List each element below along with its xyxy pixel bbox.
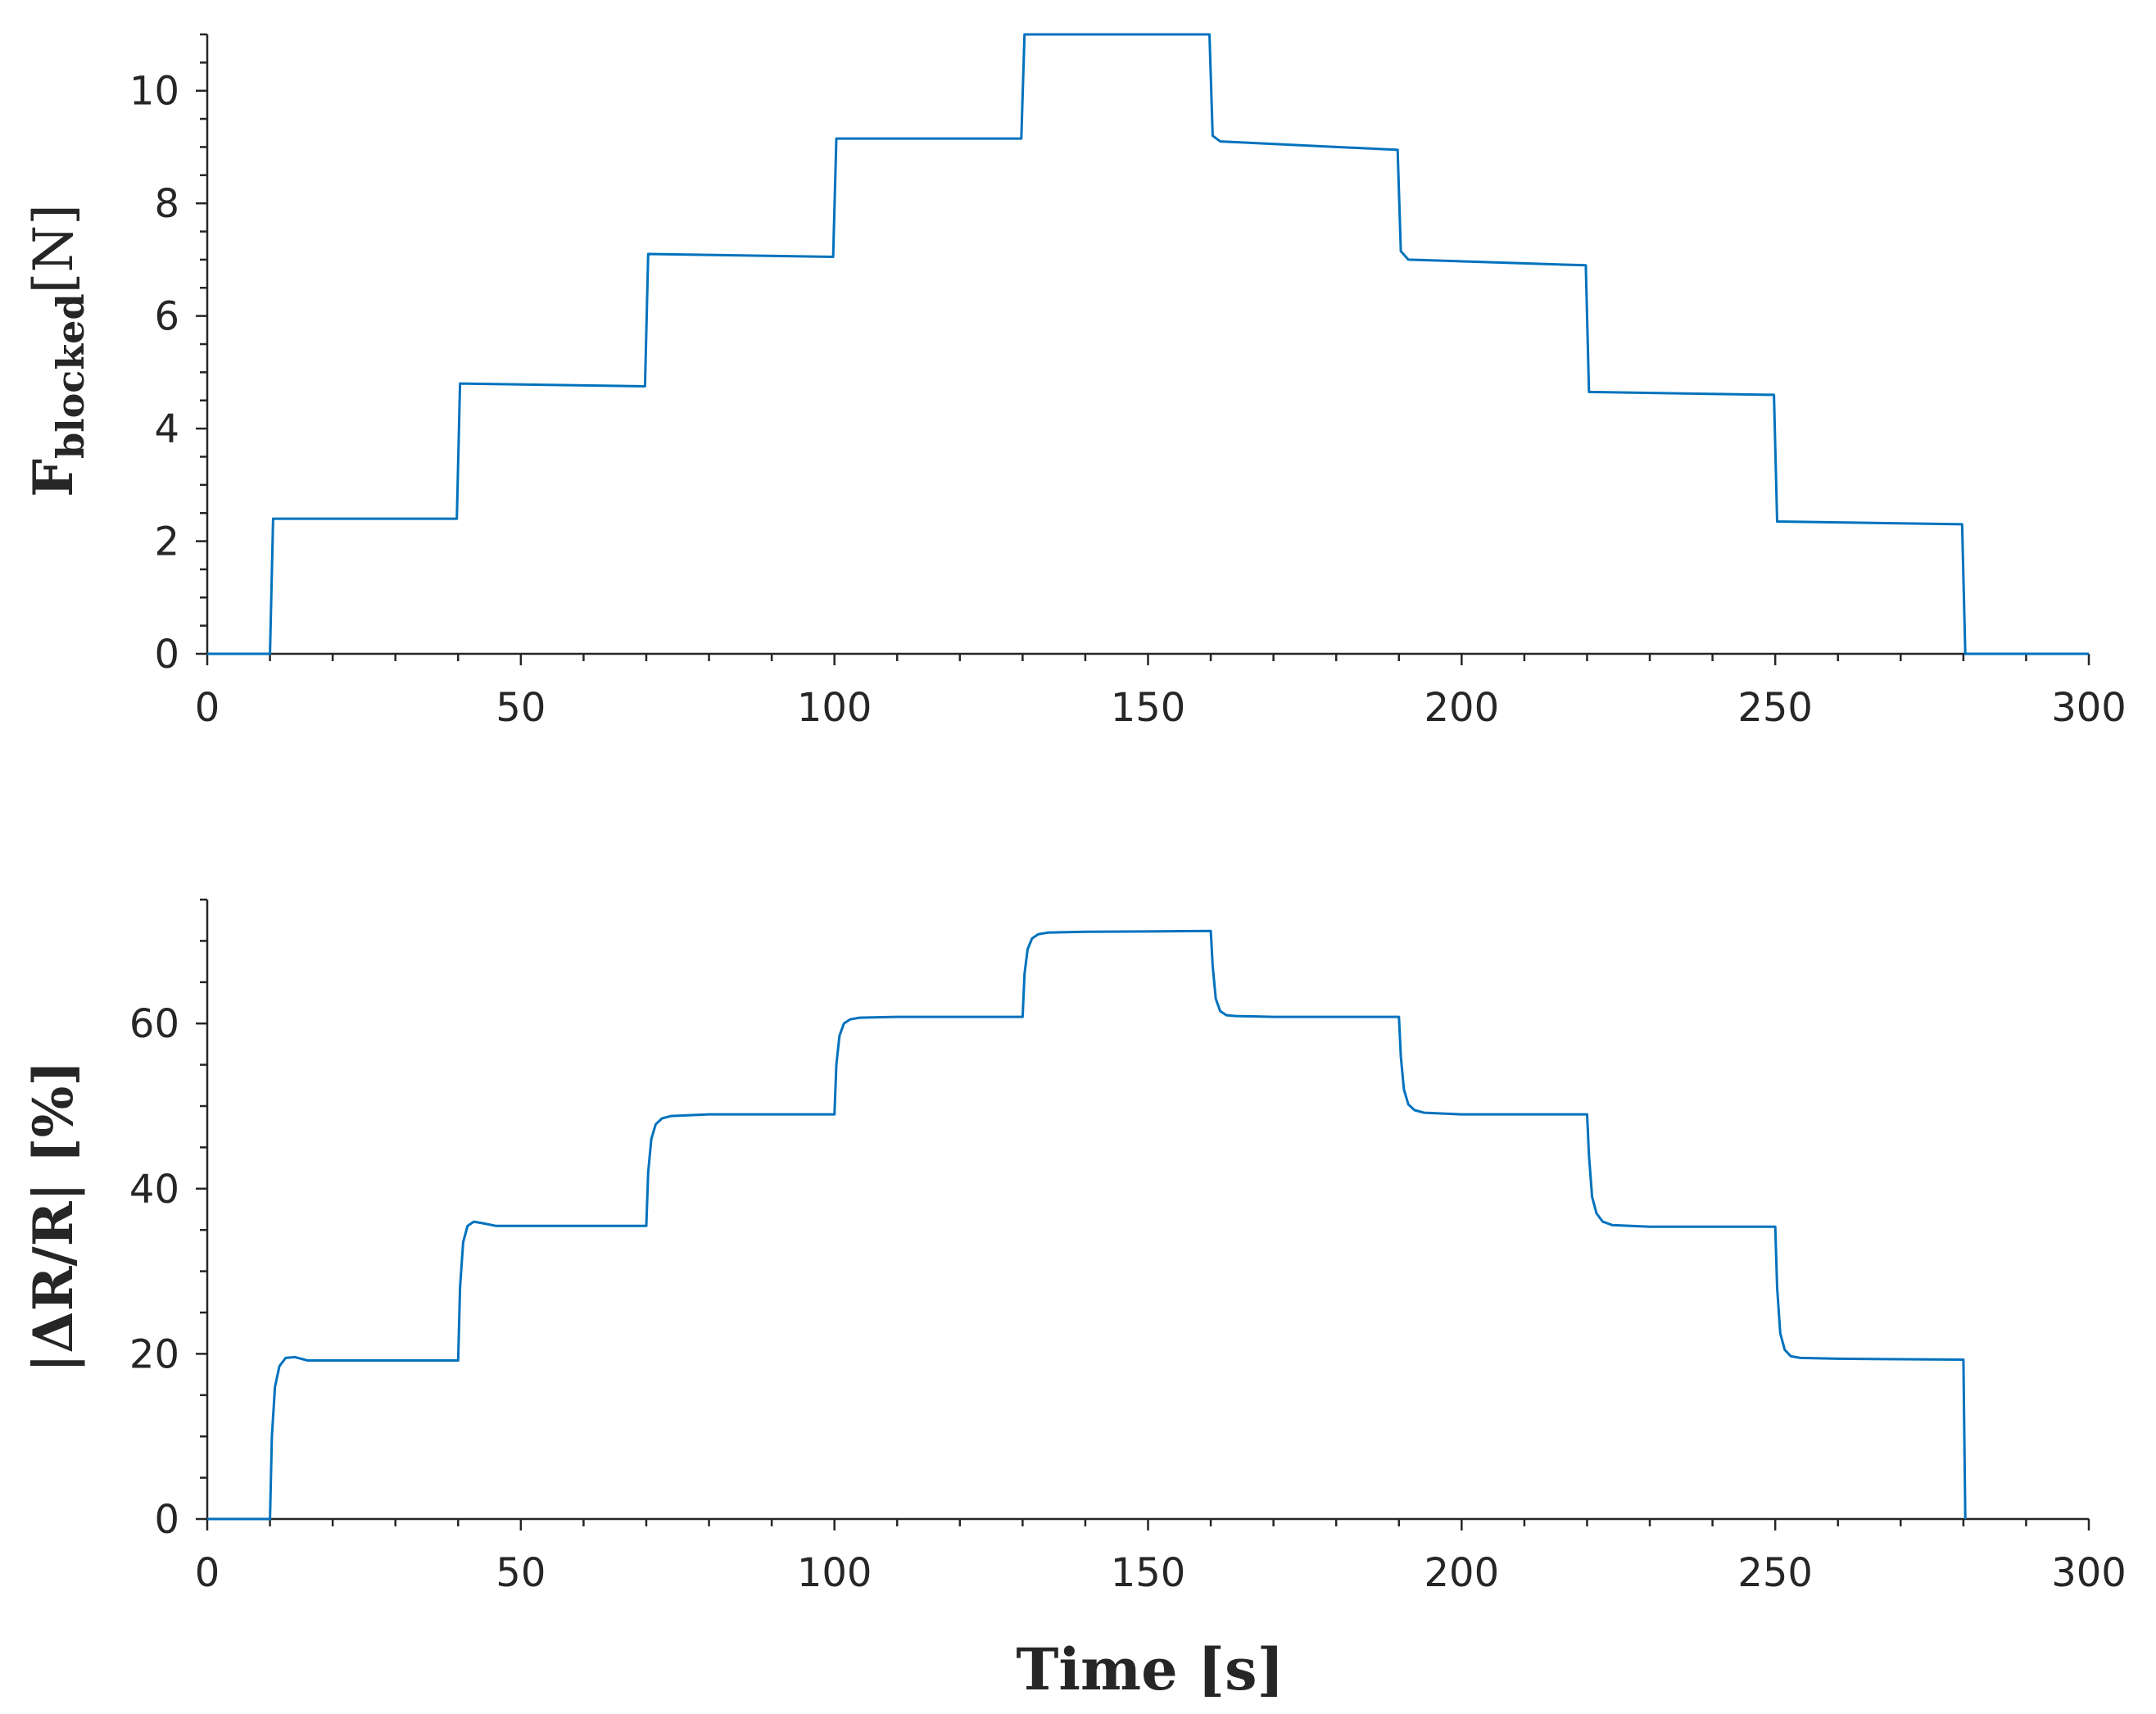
x-tick-label: 200 (1424, 685, 1500, 731)
x-tick-label: 150 (1111, 1550, 1186, 1596)
resistance-plot-area: 0 50 100 150 200 250 300 0 20 40 60 (129, 898, 2127, 1596)
y-tick-label: 6 (154, 294, 179, 340)
series-line (207, 33, 2089, 655)
x-tick-label: 100 (797, 685, 872, 731)
y-tick-label: 8 (154, 181, 179, 227)
x-tick-label: 100 (797, 1550, 872, 1596)
x-tick-label: 250 (1737, 1550, 1813, 1596)
time-x-axis-title: Time [s] (1016, 1635, 1284, 1703)
y-tick-label: 0 (154, 632, 179, 678)
y-tick-label: 60 (129, 1001, 179, 1047)
force-plot-area: 0 50 100 150 200 250 300 0 2 4 6 8 10 (129, 33, 2127, 731)
x-tick-label: 0 (195, 1550, 220, 1596)
y-tick-label: 0 (154, 1497, 179, 1543)
series-line (207, 929, 1967, 1521)
y-tick-label: 4 (154, 406, 179, 452)
y-tick-label: 10 (129, 69, 179, 115)
x-tick-label: 200 (1424, 1550, 1500, 1596)
force-y-axis-title: Fblocked[N] (21, 204, 93, 497)
x-tick-label: 250 (1737, 685, 1813, 731)
y-tick-label: 40 (129, 1167, 179, 1213)
x-tick-label: 300 (2051, 1550, 2127, 1596)
x-tick-label: 50 (496, 685, 546, 731)
force-plot: 0 50 100 150 200 250 300 0 2 4 6 8 10 Fblocked[N] (21, 33, 2127, 731)
x-tick-label: 0 (195, 685, 220, 731)
x-tick-label: 50 (496, 1550, 546, 1596)
y-tick-label: 2 (154, 519, 179, 565)
x-tick-label: 150 (1111, 685, 1186, 731)
resistance-plot: 0 50 100 150 200 250 300 0 20 40 60 |ΔR/R| [%] Tim… (21, 898, 2127, 1703)
resistance-y-axis-title: |ΔR/R| [%] (21, 1060, 85, 1372)
y-tick-label: 20 (129, 1331, 179, 1377)
x-tick-label: 300 (2051, 685, 2127, 731)
